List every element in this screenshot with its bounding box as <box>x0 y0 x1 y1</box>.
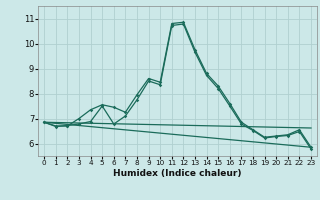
X-axis label: Humidex (Indice chaleur): Humidex (Indice chaleur) <box>113 169 242 178</box>
